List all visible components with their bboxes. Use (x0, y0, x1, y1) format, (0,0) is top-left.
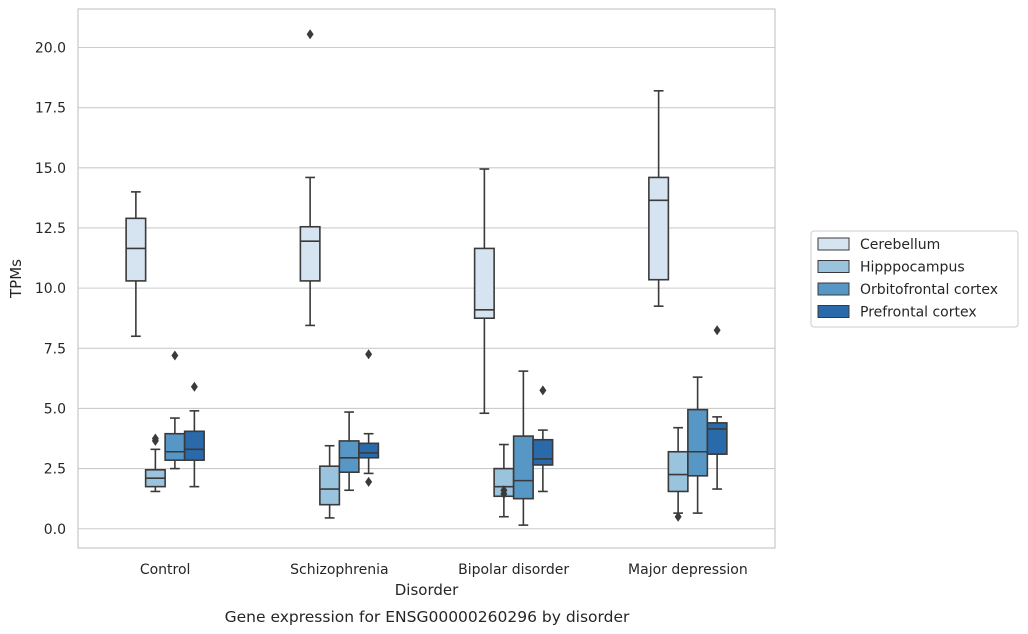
plot-frame (77, 8, 776, 549)
box-hipppocampus (144, 433, 166, 493)
x-tick-labels: Control Schizophrenia Bipolar disorder Majo… (140, 562, 748, 578)
x-tick-label: Bipolar disorder (458, 562, 569, 578)
box-body (648, 176, 670, 281)
legend-label: Cerebellum (860, 237, 940, 253)
outlier-point (365, 349, 373, 360)
box-body (706, 422, 728, 455)
outlier-point (190, 381, 198, 392)
box-prefrontal-cortex (706, 325, 728, 490)
box-hipppocampus (493, 443, 515, 518)
outlier-point (365, 476, 373, 487)
legend-label: Prefrontal cortex (860, 305, 977, 321)
box-orbitofrontal-cortex (687, 376, 709, 514)
y-tick-label: 20.0 (35, 41, 66, 57)
box-body (125, 217, 147, 282)
box-prefrontal-cortex (183, 381, 205, 488)
y-tick-label: 5.0 (44, 401, 66, 417)
box-hipppocampus (667, 426, 689, 522)
box-body (512, 435, 534, 500)
legend-frame (810, 230, 1019, 328)
box-orbitofrontal-cortex (164, 350, 186, 470)
outlier-point (674, 511, 682, 522)
outlier-point (151, 433, 159, 444)
box-body (164, 432, 186, 461)
box-cerebellum (648, 90, 670, 307)
legend-swatch (817, 260, 850, 273)
box-body (319, 465, 341, 506)
y-tick-label: 15.0 (35, 161, 66, 177)
box-body (667, 450, 689, 493)
outlier-point (306, 29, 314, 40)
plot-boxes (125, 29, 728, 526)
legend-swatch (817, 282, 850, 296)
legend-label: Orbitofrontal cortex (860, 282, 998, 298)
legend-swatch (817, 237, 850, 251)
y-tick-label: 2.5 (44, 462, 66, 478)
y-tick-label: 10.0 (35, 281, 66, 297)
outlier-point (713, 325, 721, 336)
box-orbitofrontal-cortex (338, 411, 360, 492)
box-prefrontal-cortex (358, 349, 380, 487)
box-prefrontal-cortex (532, 385, 554, 493)
y-tick-labels: 0.0 2.5 5.0 7.5 10.0 12.5 15.0 17.5 20.0 (35, 41, 66, 538)
x-tick-label: Schizophrenia (290, 562, 388, 578)
outlier-point (171, 350, 179, 361)
y-tick-label: 17.5 (35, 101, 66, 117)
y-tick-label: 12.5 (35, 221, 66, 237)
x-axis-title: Disorder (395, 581, 459, 599)
box-hipppocampus (319, 444, 341, 519)
box-cerebellum (125, 191, 147, 338)
legend-label: Hipppocampus (860, 260, 965, 276)
box-body (299, 225, 321, 282)
box-orbitofrontal-cortex (512, 370, 534, 526)
x-tick-label: Control (140, 562, 191, 578)
box-body (338, 440, 360, 474)
chart-caption: Gene expression for ENSG00000260296 by d… (225, 608, 630, 626)
outlier-point (539, 385, 547, 396)
x-tick-label: Major depression (628, 562, 748, 578)
y-axis-title: TPMs (7, 259, 25, 299)
box-cerebellum (473, 168, 495, 415)
box-body (532, 438, 554, 466)
y-tick-label: 7.5 (44, 341, 66, 357)
box-body (358, 442, 380, 459)
legend-swatch (817, 305, 850, 318)
box-body (687, 408, 709, 477)
box-body (183, 430, 205, 461)
y-tick-label: 0.0 (44, 522, 66, 538)
outlier-point (500, 485, 508, 496)
legend: Cerebellum Hipppocampus Orbitofrontal cort… (810, 230, 1019, 328)
box-body (473, 247, 495, 320)
box-cerebellum (299, 29, 321, 327)
